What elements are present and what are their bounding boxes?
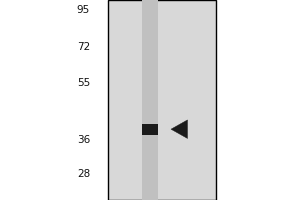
Text: 72: 72 (77, 42, 90, 52)
Text: 55: 55 (77, 78, 90, 88)
Bar (108, 0, 216, 200)
Bar (142, 124, 158, 135)
Text: 95: 95 (77, 5, 90, 15)
Text: 28: 28 (77, 169, 90, 179)
Bar (142, 0, 158, 200)
Text: 36: 36 (77, 135, 90, 145)
Polygon shape (171, 120, 188, 138)
